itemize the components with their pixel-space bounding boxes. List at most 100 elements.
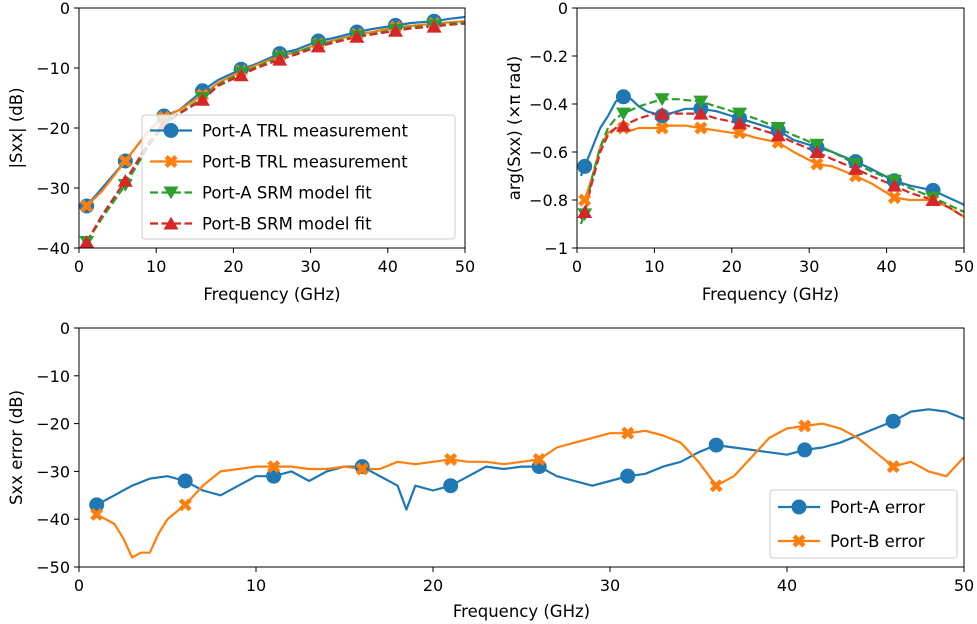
y-tick-label: −1	[544, 239, 568, 258]
x-tick-label: 50	[954, 576, 974, 595]
data-point	[79, 235, 95, 248]
data-point	[577, 158, 593, 174]
x-tick-label: 20	[223, 257, 243, 276]
data-point	[770, 128, 786, 142]
legend-marker	[163, 123, 179, 138]
plot-area	[89, 408, 964, 559]
data-point	[195, 93, 211, 106]
x-tick-label: 40	[777, 576, 797, 595]
y-tick-label: −10	[36, 367, 70, 386]
y-tick-label: −10	[36, 59, 70, 78]
y-tick-label: −50	[36, 558, 70, 577]
y-tick-label: −0.4	[529, 95, 568, 114]
legend-label: Port-A error	[830, 498, 925, 517]
data-point	[233, 68, 249, 82]
legend-marker	[163, 186, 179, 200]
x-tick-label: 20	[722, 257, 742, 276]
x-tick-label: 30	[300, 257, 320, 276]
data-point	[797, 442, 813, 458]
data-point	[887, 191, 901, 205]
axes-frame	[78, 327, 965, 568]
y-tick-label: −0.6	[529, 143, 568, 162]
data-point	[654, 106, 670, 120]
series-line-0	[96, 408, 964, 511]
x-axis-label: Frequency (GHz)	[702, 285, 839, 304]
data-point	[620, 468, 636, 484]
data-point	[848, 162, 864, 175]
legend-label: Port-B error	[830, 532, 925, 551]
data-point	[388, 24, 404, 37]
data-point	[732, 116, 748, 130]
data-point	[925, 193, 941, 206]
data-point	[615, 89, 631, 105]
data-point	[615, 118, 631, 132]
data-point	[693, 95, 709, 109]
data-point	[810, 157, 824, 171]
data-point	[886, 178, 902, 192]
y-tick-label: −20	[36, 415, 70, 434]
data-point	[708, 437, 724, 453]
data-point	[80, 199, 94, 213]
data-point	[577, 205, 593, 218]
legend-label: Port-B SRM model fit	[202, 215, 372, 234]
series-line-3	[85, 22, 465, 243]
series-line-0	[579, 95, 964, 206]
legend-label: Port-A SRM model fit	[202, 184, 372, 203]
data-point	[770, 122, 786, 135]
legend: Port-A error Port-B error	[769, 489, 958, 559]
x-tick-label: 50	[954, 257, 974, 276]
data-point	[177, 473, 193, 489]
data-point	[267, 460, 281, 474]
y-tick-label: −30	[36, 462, 70, 481]
chart-bottom: 0 10 20 30 40 50 −50 −40 −30 −20 −10 0 Frequency (GH…	[7, 319, 974, 621]
x-tick-label: 20	[423, 576, 443, 595]
data-point	[621, 426, 635, 440]
x-tick-label: 10	[246, 576, 266, 595]
data-point	[798, 419, 812, 433]
data-point	[578, 193, 592, 207]
y-tick-label: −30	[36, 179, 70, 198]
x-tick-label: 10	[644, 257, 664, 276]
x-tick-label: 10	[146, 257, 166, 276]
x-tick-label: 30	[600, 576, 620, 595]
x-tick-label: 40	[876, 257, 896, 276]
y-axis-label: |Sxx| (dB)	[7, 87, 26, 168]
data-point	[615, 107, 631, 121]
y-tick-label: 0	[558, 0, 568, 18]
x-axis-label: Frequency (GHz)	[453, 602, 590, 621]
legend-label: Port-A TRL measurement	[202, 122, 408, 141]
x-tick-label: 0	[74, 257, 84, 276]
y-axis-label: Sxx error (dB)	[7, 390, 26, 505]
data-point	[444, 452, 458, 466]
y-tick-label: −40	[36, 510, 70, 529]
x-tick-label: 40	[378, 257, 398, 276]
data-point	[809, 138, 825, 152]
data-point	[355, 462, 369, 476]
data-point	[885, 413, 901, 429]
data-point	[349, 30, 365, 43]
chart-top-left: 0 10 20 30 40 50 −40 −30 −20 −10 0 Frequency (GHz) |…	[7, 0, 475, 304]
x-tick-label: 50	[455, 257, 475, 276]
data-point	[886, 460, 900, 474]
legend-label: Port-B TRL measurement	[202, 153, 408, 172]
x-tick-label: 0	[572, 257, 582, 276]
data-point	[310, 39, 326, 53]
data-point	[694, 121, 708, 135]
data-point	[733, 126, 747, 140]
data-point	[693, 106, 709, 120]
x-axis-label: Frequency (GHz)	[203, 285, 340, 304]
data-point	[655, 121, 669, 135]
x-tick-label: 0	[74, 576, 84, 595]
x-tick-label: 30	[799, 257, 819, 276]
data-point	[272, 52, 288, 66]
y-tick-label: −0.2	[529, 47, 568, 66]
legend-marker	[792, 534, 806, 548]
data-point	[178, 498, 192, 512]
y-tick-label: 0	[60, 0, 70, 18]
data-point	[654, 93, 670, 106]
y-axis-label: arg(Sxx) (×π rad)	[505, 56, 524, 200]
data-point	[732, 107, 748, 121]
axes-frame	[576, 7, 965, 249]
y-tick-label: −20	[36, 119, 70, 138]
